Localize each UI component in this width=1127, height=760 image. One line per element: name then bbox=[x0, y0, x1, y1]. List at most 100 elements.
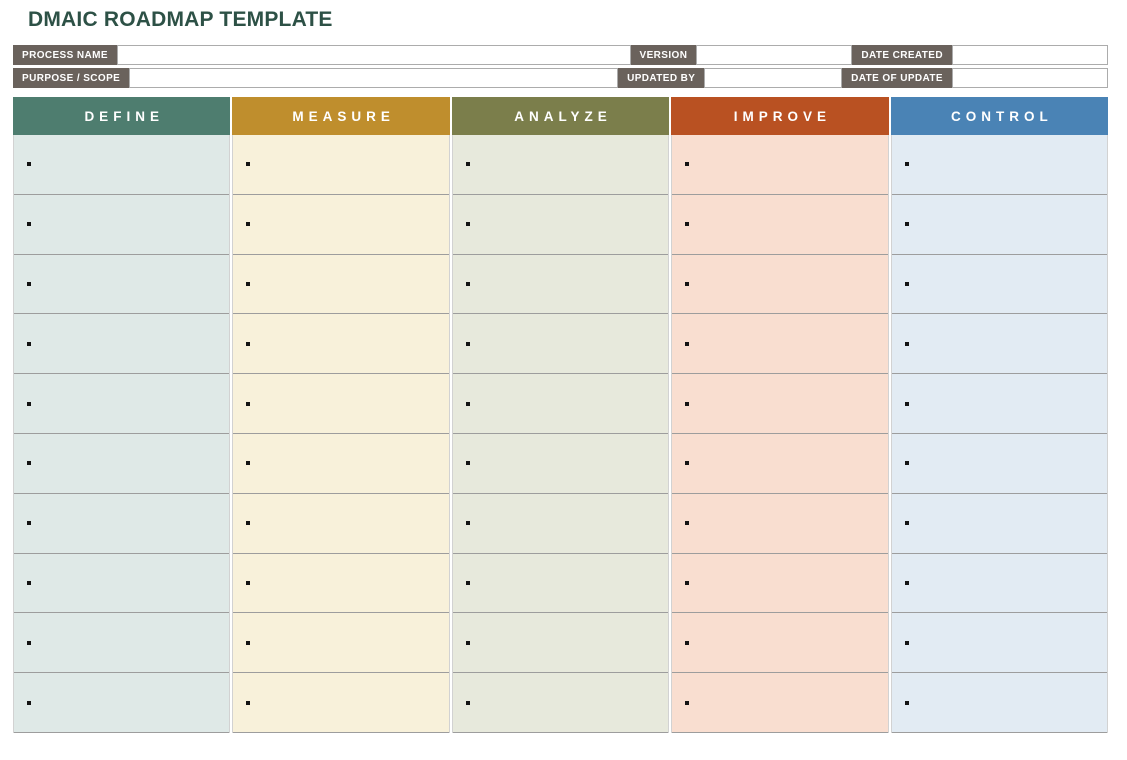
cell-analyze-row-4[interactable] bbox=[452, 314, 669, 375]
cell-define-row-2[interactable] bbox=[14, 195, 230, 255]
cell-improve-row-8[interactable] bbox=[672, 554, 888, 614]
process-name-field: PROCESS NAME bbox=[13, 45, 631, 65]
cell-measure-row-2[interactable] bbox=[233, 195, 449, 255]
bullet-icon bbox=[27, 580, 31, 585]
column-analyze: ANALYZE bbox=[451, 97, 670, 733]
meta-form: PROCESS NAME VERSION DATE CREATED PURPOS… bbox=[13, 45, 1108, 88]
cell-measure-row-7[interactable] bbox=[233, 494, 449, 554]
cell-control-row-9[interactable] bbox=[891, 613, 1108, 674]
cell-improve-row-9[interactable] bbox=[672, 613, 888, 674]
cell-define-row-1[interactable] bbox=[14, 135, 230, 195]
cell-measure-row-10[interactable] bbox=[233, 673, 449, 733]
cell-define-row-7[interactable] bbox=[14, 494, 230, 554]
cell-analyze-row-7[interactable] bbox=[452, 494, 669, 554]
purpose-scope-field: PURPOSE / SCOPE bbox=[13, 68, 619, 88]
column-body-control bbox=[890, 135, 1109, 733]
updated-by-input[interactable] bbox=[704, 68, 843, 88]
cell-control-row-10[interactable] bbox=[891, 673, 1108, 733]
cell-analyze-row-2[interactable] bbox=[452, 195, 669, 255]
cell-improve-row-4[interactable] bbox=[672, 314, 888, 375]
column-header-control: CONTROL bbox=[890, 97, 1109, 135]
cell-improve-row-5[interactable] bbox=[672, 374, 888, 434]
dmaic-board: DEFINE MEASURE ANALYZE IMPROVE CONTROL bbox=[13, 97, 1109, 733]
bullet-icon bbox=[465, 341, 470, 346]
bullet-icon bbox=[465, 162, 470, 167]
bullet-icon bbox=[904, 461, 909, 466]
cell-improve-row-6[interactable] bbox=[672, 434, 888, 494]
cell-control-row-8[interactable] bbox=[891, 554, 1108, 614]
cell-improve-row-2[interactable] bbox=[672, 195, 888, 255]
cell-analyze-row-1[interactable] bbox=[452, 135, 669, 195]
cell-control-row-5[interactable] bbox=[891, 374, 1108, 434]
date-created-input[interactable] bbox=[952, 45, 1108, 65]
bullet-icon bbox=[685, 281, 690, 286]
cell-improve-row-7[interactable] bbox=[672, 494, 888, 554]
bullet-icon bbox=[246, 580, 251, 585]
purpose-scope-input[interactable] bbox=[129, 68, 619, 88]
column-header-define: DEFINE bbox=[13, 97, 231, 135]
form-row-1: PROCESS NAME VERSION DATE CREATED bbox=[13, 45, 1108, 65]
cell-analyze-row-9[interactable] bbox=[452, 613, 669, 674]
cell-define-row-10[interactable] bbox=[14, 673, 230, 733]
cell-control-row-1[interactable] bbox=[891, 135, 1108, 195]
cell-define-row-9[interactable] bbox=[14, 613, 230, 674]
column-header-improve: IMPROVE bbox=[671, 97, 889, 135]
cell-measure-row-4[interactable] bbox=[233, 314, 449, 375]
cell-analyze-row-8[interactable] bbox=[452, 554, 669, 614]
cell-define-row-5[interactable] bbox=[14, 374, 230, 434]
cell-measure-row-8[interactable] bbox=[233, 554, 449, 614]
purpose-scope-label: PURPOSE / SCOPE bbox=[13, 68, 130, 88]
column-header-measure: MEASURE bbox=[232, 97, 450, 135]
bullet-icon bbox=[27, 162, 31, 167]
cell-control-row-4[interactable] bbox=[891, 314, 1108, 375]
cell-analyze-row-5[interactable] bbox=[452, 374, 669, 434]
date-created-label: DATE CREATED bbox=[852, 45, 952, 65]
bullet-icon bbox=[27, 521, 31, 526]
cell-measure-row-1[interactable] bbox=[233, 135, 449, 195]
bullet-icon bbox=[904, 580, 909, 585]
cell-control-row-2[interactable] bbox=[891, 195, 1108, 255]
bullet-icon bbox=[685, 521, 690, 526]
version-input[interactable] bbox=[696, 45, 853, 65]
updated-by-field: UPDATED BY bbox=[618, 68, 843, 88]
process-name-input[interactable] bbox=[116, 45, 631, 65]
cell-measure-row-5[interactable] bbox=[233, 374, 449, 434]
cell-control-row-6[interactable] bbox=[891, 434, 1108, 494]
cell-analyze-row-10[interactable] bbox=[452, 673, 669, 733]
cell-improve-row-10[interactable] bbox=[672, 673, 888, 733]
cell-define-row-3[interactable] bbox=[14, 255, 230, 315]
cell-control-row-3[interactable] bbox=[891, 255, 1108, 315]
cell-define-row-8[interactable] bbox=[14, 554, 230, 614]
bullet-icon bbox=[27, 700, 31, 705]
date-of-update-field: DATE OF UPDATE bbox=[842, 68, 1108, 88]
bullet-icon bbox=[904, 222, 909, 227]
bullet-icon bbox=[27, 281, 31, 286]
date-of-update-label: DATE OF UPDATE bbox=[842, 68, 952, 88]
column-body-define bbox=[13, 135, 231, 733]
column-measure: MEASURE bbox=[232, 97, 450, 733]
bullet-icon bbox=[904, 401, 909, 406]
cell-analyze-row-6[interactable] bbox=[452, 434, 669, 494]
cell-measure-row-9[interactable] bbox=[233, 613, 449, 674]
bullet-icon bbox=[246, 700, 251, 705]
bullet-icon bbox=[685, 162, 690, 167]
date-of-update-input[interactable] bbox=[952, 68, 1108, 88]
cell-define-row-4[interactable] bbox=[14, 314, 230, 375]
bullet-icon bbox=[27, 401, 31, 406]
column-body-measure bbox=[232, 135, 450, 733]
cell-define-row-6[interactable] bbox=[14, 434, 230, 494]
cell-improve-row-1[interactable] bbox=[672, 135, 888, 195]
cell-improve-row-3[interactable] bbox=[672, 255, 888, 315]
cell-measure-row-6[interactable] bbox=[233, 434, 449, 494]
bullet-icon bbox=[246, 640, 251, 645]
cell-measure-row-3[interactable] bbox=[233, 255, 449, 315]
cell-analyze-row-3[interactable] bbox=[452, 255, 669, 315]
version-label: VERSION bbox=[630, 45, 697, 65]
bullet-icon bbox=[904, 162, 909, 167]
bullet-icon bbox=[904, 640, 909, 645]
cell-control-row-7[interactable] bbox=[891, 494, 1108, 554]
bullet-icon bbox=[685, 461, 690, 466]
form-row-2: PURPOSE / SCOPE UPDATED BY DATE OF UPDAT… bbox=[13, 68, 1108, 88]
bullet-icon bbox=[246, 281, 251, 286]
